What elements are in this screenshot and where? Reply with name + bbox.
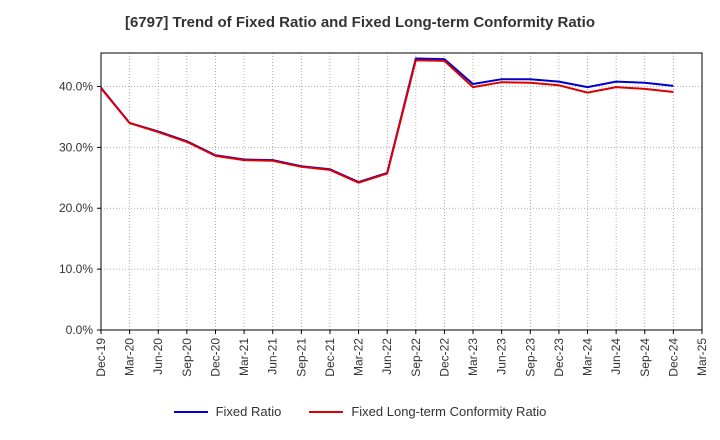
y-tick-label: 40.0% — [59, 79, 93, 93]
x-tick-label: Sep-21 — [294, 338, 308, 377]
x-tick-label: Dec-23 — [552, 338, 566, 377]
legend-item-fixed-ratio: Fixed Ratio — [173, 404, 282, 419]
x-tick-label: Mar-21 — [237, 338, 251, 376]
x-tick-label: Sep-22 — [409, 338, 423, 377]
horizontal-gridlines — [101, 86, 702, 331]
x-tick-label: Jun-24 — [609, 338, 623, 375]
y-tick-label: 0.0% — [66, 323, 94, 337]
x-tick-label: Mar-23 — [466, 338, 480, 376]
y-tick-label: 10.0% — [59, 262, 93, 276]
x-tick-label: Jun-21 — [266, 338, 280, 375]
x-axis: Dec-19 Mar-20 Jun-20 Sep-20 Dec-20 Mar-21 Jun-… — [94, 330, 709, 377]
x-tick-label: Dec-20 — [208, 338, 222, 377]
x-tick-label: Mar-24 — [581, 338, 595, 376]
y-tick-label: 30.0% — [59, 140, 93, 154]
plot-frame — [100, 52, 703, 331]
x-tick-label: Jun-20 — [151, 338, 165, 375]
x-tick-label: Dec-22 — [437, 338, 451, 377]
x-tick-label: Jun-22 — [380, 338, 394, 375]
x-tick-label: Mar-20 — [123, 338, 137, 376]
legend-item-fixed-long-term-conformity-ratio: Fixed Long-term Conformity Ratio — [309, 404, 546, 419]
x-tick-label: Dec-24 — [666, 338, 680, 377]
x-tick-label: Mar-22 — [352, 338, 366, 376]
y-axis: 0.0% 10.0% 20.0% 30.0% 40.0% — [59, 79, 101, 337]
x-tick-label: Mar-25 — [695, 338, 709, 376]
x-tick-label: Sep-23 — [523, 338, 537, 377]
x-tick-label: Sep-24 — [638, 338, 652, 377]
legend-swatch-fixed-ratio — [173, 410, 208, 413]
vertical-gridlines — [100, 53, 703, 330]
x-tick-label: Dec-19 — [94, 338, 108, 377]
x-tick-label: Sep-20 — [180, 338, 194, 377]
series-line-1 — [100, 59, 674, 184]
legend-swatch-fixed-long-term-conformity-ratio — [309, 410, 344, 413]
legend-label-fixed-ratio: Fixed Ratio — [215, 404, 282, 419]
y-tick-label: 20.0% — [59, 201, 93, 215]
x-tick-label: Dec-21 — [323, 338, 337, 377]
legend-label-fixed-long-term-conformity-ratio: Fixed Long-term Conformity Ratio — [351, 404, 547, 419]
legend: Fixed Ratio Fixed Long-term Conformity R… — [0, 404, 720, 419]
x-tick-label: Jun-23 — [495, 338, 509, 375]
series-lines — [100, 57, 674, 184]
chart-title: [6797] Trend of Fixed Ratio and Fixed Lo… — [124, 14, 596, 31]
